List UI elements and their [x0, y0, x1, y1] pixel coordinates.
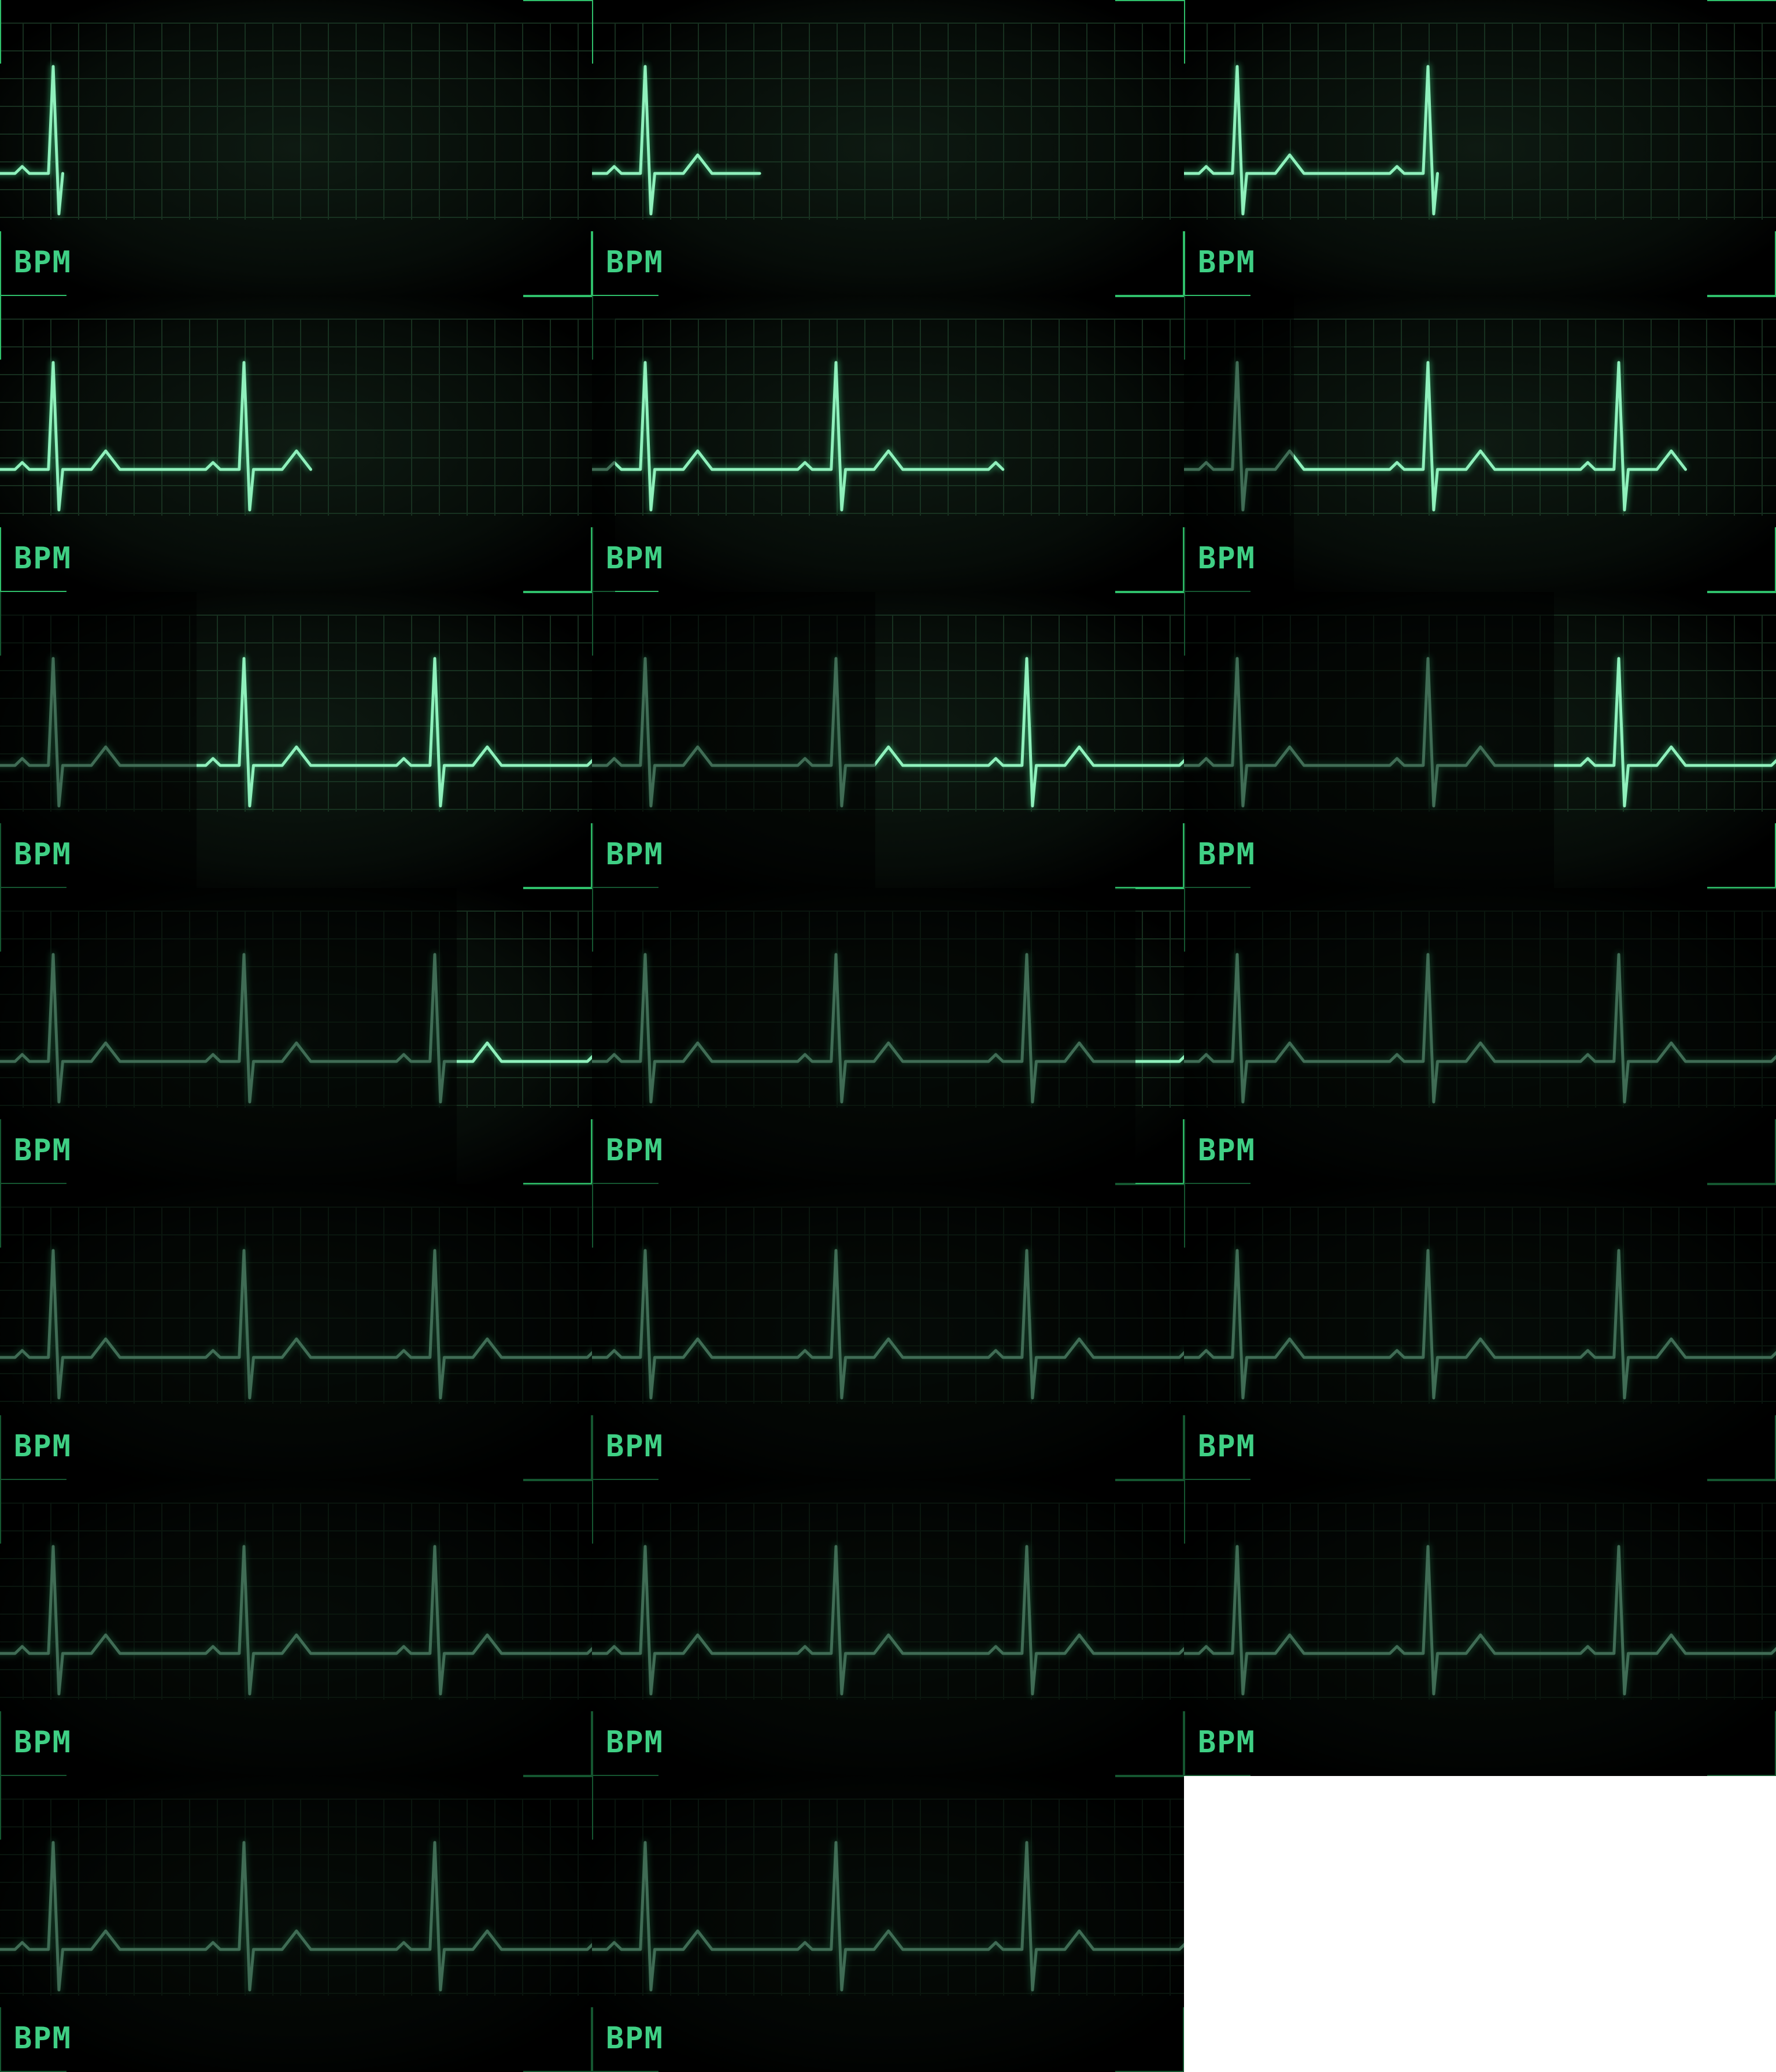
ecg-monitor-screen: [0, 592, 592, 888]
ecg-trace: [1184, 65, 1439, 216]
ecg-frame: BPM: [592, 296, 1184, 592]
ecg-monitor-screen: [592, 1776, 1184, 2072]
ecg-frame: BPM: [592, 1480, 1184, 1776]
ecg-monitor-screen: [0, 296, 592, 592]
bpm-label: BPM: [606, 245, 664, 280]
bpm-label: BPM: [1198, 1429, 1256, 1464]
ecg-frame: BPM: [1184, 0, 1776, 296]
ecg-trace: [0, 65, 64, 216]
ecg-trace: [592, 65, 761, 216]
ecg-frame: BPM: [1184, 1184, 1776, 1480]
bpm-label: BPM: [1198, 837, 1256, 872]
bpm-label: BPM: [606, 1725, 664, 1760]
ecg-monitor-screen: [1184, 1480, 1776, 1776]
ecg-monitor-screen: [1184, 1184, 1776, 1480]
ecg-monitor-screen: [0, 888, 592, 1184]
grid-lines: [0, 23, 592, 220]
ecg-frame: BPM: [0, 592, 592, 888]
bpm-label: BPM: [606, 2021, 664, 2056]
ecg-frame: BPM: [1184, 1480, 1776, 1776]
ecg-frame: BPM: [592, 0, 1184, 296]
bpm-label: BPM: [1198, 245, 1256, 280]
ecg-frame: BPM: [0, 1184, 592, 1480]
ecg-monitor-screen: [592, 888, 1184, 1184]
ecg-monitor-screen: [1184, 296, 1776, 592]
bpm-label: BPM: [14, 837, 72, 872]
ecg-frame: BPM: [1184, 296, 1776, 592]
ecg-monitor-screen: [592, 1184, 1184, 1480]
bpm-label: BPM: [14, 2021, 72, 2056]
ecg-trace: [0, 361, 312, 512]
ecg-monitor-screen: [1184, 0, 1776, 296]
bpm-label: BPM: [14, 541, 72, 576]
ecg-monitor-screen: [1184, 592, 1776, 888]
ecg-monitor-screen: [592, 1480, 1184, 1776]
ecg-monitor-screen: [592, 592, 1184, 888]
ecg-monitor-screen: [1184, 888, 1776, 1184]
bpm-label: BPM: [1198, 541, 1256, 576]
bpm-label: BPM: [14, 245, 72, 280]
bpm-label: BPM: [606, 837, 664, 872]
bpm-label: BPM: [14, 1429, 72, 1464]
ecg-frame: BPM: [0, 0, 592, 296]
bpm-label: BPM: [606, 1429, 664, 1464]
ecg-frame: BPM: [1184, 888, 1776, 1184]
bpm-label: BPM: [606, 541, 664, 576]
ecg-frame: BPM: [0, 1480, 592, 1776]
ecg-monitor-screen: [0, 0, 592, 296]
bpm-label: BPM: [1198, 1133, 1256, 1168]
ecg-frame: BPM: [592, 1184, 1184, 1480]
ecg-frame: BPM: [1184, 592, 1776, 888]
ecg-frame: BPM: [592, 888, 1184, 1184]
ecg-frame: BPM: [592, 592, 1184, 888]
bpm-label: BPM: [1198, 1725, 1256, 1760]
bpm-label: BPM: [606, 1133, 664, 1168]
bpm-label: BPM: [14, 1725, 72, 1760]
grid-lines: [0, 319, 592, 516]
ecg-monitor-screen: [0, 1776, 592, 2072]
bpm-label: BPM: [14, 1133, 72, 1168]
grid-lines: [592, 23, 1184, 220]
ecg-monitor-screen: [592, 0, 1184, 296]
ecg-frame: BPM: [592, 1776, 1184, 2072]
ecg-frame: BPM: [0, 888, 592, 1184]
ecg-monitor-screen: [0, 1184, 592, 1480]
ecg-frame: BPM: [0, 296, 592, 592]
ecg-frame: BPM: [0, 1776, 592, 2072]
ecg-monitor-screen: [592, 296, 1184, 592]
ecg-monitor-screen: [0, 1480, 592, 1776]
